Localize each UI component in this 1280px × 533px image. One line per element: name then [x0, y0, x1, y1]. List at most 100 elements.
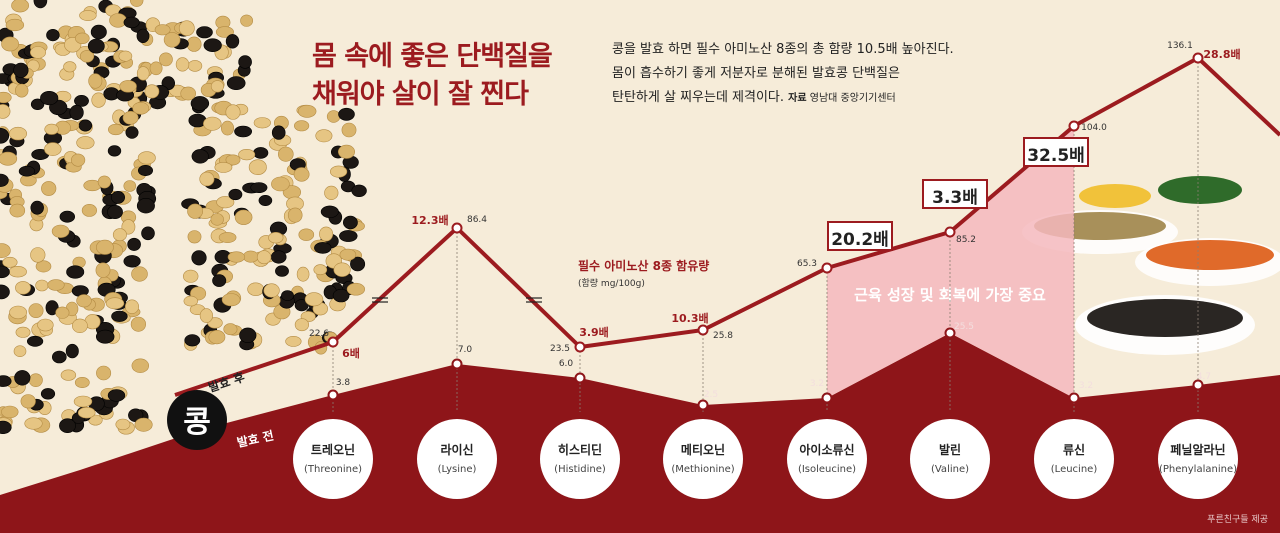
category-label-en: (Methionine) [671, 464, 734, 475]
bean [131, 358, 150, 373]
category-label-en: (Lysine) [438, 464, 477, 475]
bean [73, 395, 93, 408]
bean [69, 104, 84, 121]
bean [0, 91, 12, 104]
bean [134, 417, 153, 432]
bean [330, 165, 348, 178]
bean [1, 405, 19, 419]
bean [277, 146, 294, 162]
category-circle [1034, 419, 1114, 499]
bean [141, 226, 155, 241]
value-label-after: 22.6 [309, 329, 329, 339]
bean [18, 165, 35, 177]
bean [196, 26, 213, 39]
category-circle [417, 419, 497, 499]
bean [210, 80, 224, 93]
bean [191, 149, 209, 164]
category-label-ko: 히스티딘 [558, 442, 602, 457]
ratio-label: 3.3배 [932, 188, 978, 208]
bean [2, 256, 18, 268]
bean [203, 38, 222, 53]
point-after [451, 222, 463, 234]
bean [107, 389, 126, 402]
bean [63, 61, 77, 73]
highlight-region [827, 126, 1074, 398]
category-label-ko: 아이소류신 [799, 442, 854, 457]
bean [294, 299, 309, 312]
bean [158, 52, 173, 67]
bean [225, 154, 241, 166]
bean [271, 176, 290, 192]
bean [46, 28, 60, 42]
greens [1158, 176, 1242, 204]
bean [41, 181, 57, 196]
bean [293, 167, 310, 182]
bean [15, 326, 31, 338]
bean [346, 282, 366, 296]
bean [253, 117, 271, 129]
bean [216, 196, 235, 209]
bean [227, 251, 246, 263]
bean [187, 230, 202, 244]
bean [210, 213, 224, 226]
bean [333, 262, 351, 277]
point-before [697, 399, 709, 411]
bean [15, 281, 31, 295]
bean [0, 128, 10, 144]
bean [131, 266, 148, 282]
bean [339, 230, 358, 242]
point-after [1068, 120, 1080, 132]
bean [79, 10, 97, 21]
bean [11, 0, 29, 13]
category-label-en: (Histidine) [554, 464, 606, 475]
description-line-2: 몸이 흡수하기 좋게 저분자로 분해된 발효콩 단백질은 [612, 66, 900, 81]
bean [212, 274, 227, 287]
value-label-before: 2.5 [704, 390, 718, 400]
category-label-group: 류신 (Leucine) [1034, 419, 1114, 499]
red-lentils [1146, 240, 1274, 270]
category-circle [787, 419, 867, 499]
bean [313, 264, 328, 276]
bean [88, 414, 103, 426]
description: 콩을 발효 하면 필수 아미노산 8종의 총 함량 10.5배 높아진다. 몸이… [612, 38, 1042, 111]
value-label-before: 25.5 [954, 322, 974, 332]
description-line-3: 탄탄하게 살 찌우는데 제격이다. 자료 영남대 중앙기기센터 [612, 86, 1042, 111]
bean [15, 83, 29, 98]
bean [78, 119, 93, 132]
bean [341, 122, 357, 138]
bean [270, 250, 287, 264]
bean [76, 136, 95, 150]
bean [183, 269, 199, 283]
bean [263, 283, 280, 298]
value-label-after: 65.3 [797, 259, 817, 269]
bean [70, 153, 86, 167]
bean [51, 350, 67, 364]
bean [149, 61, 163, 76]
point-after [574, 341, 586, 353]
category-label-ko: 류신 [1063, 442, 1085, 457]
category-label-en: (Phenylalanine) [1159, 464, 1237, 475]
bean [66, 265, 85, 279]
bean [109, 13, 127, 28]
bean [13, 345, 27, 358]
bean [130, 0, 144, 7]
bean [223, 323, 238, 336]
bean [112, 228, 127, 242]
bean [9, 305, 28, 320]
bean [136, 198, 155, 214]
bean [242, 250, 259, 263]
bean [125, 299, 140, 314]
bean [123, 255, 141, 268]
description-line-3-text: 탄탄하게 살 찌우는데 제격이다. [612, 90, 785, 105]
value-label-after: 104.0 [1081, 123, 1107, 133]
bean [35, 279, 49, 292]
value-label-before: 3.2 [810, 379, 824, 389]
bean [9, 203, 26, 218]
bean [190, 96, 210, 111]
bean [107, 205, 123, 220]
category-label-group: 트레오닌 (Threonine) [293, 419, 373, 499]
bean [30, 200, 44, 215]
category-label-ko: 라이신 [440, 442, 473, 457]
